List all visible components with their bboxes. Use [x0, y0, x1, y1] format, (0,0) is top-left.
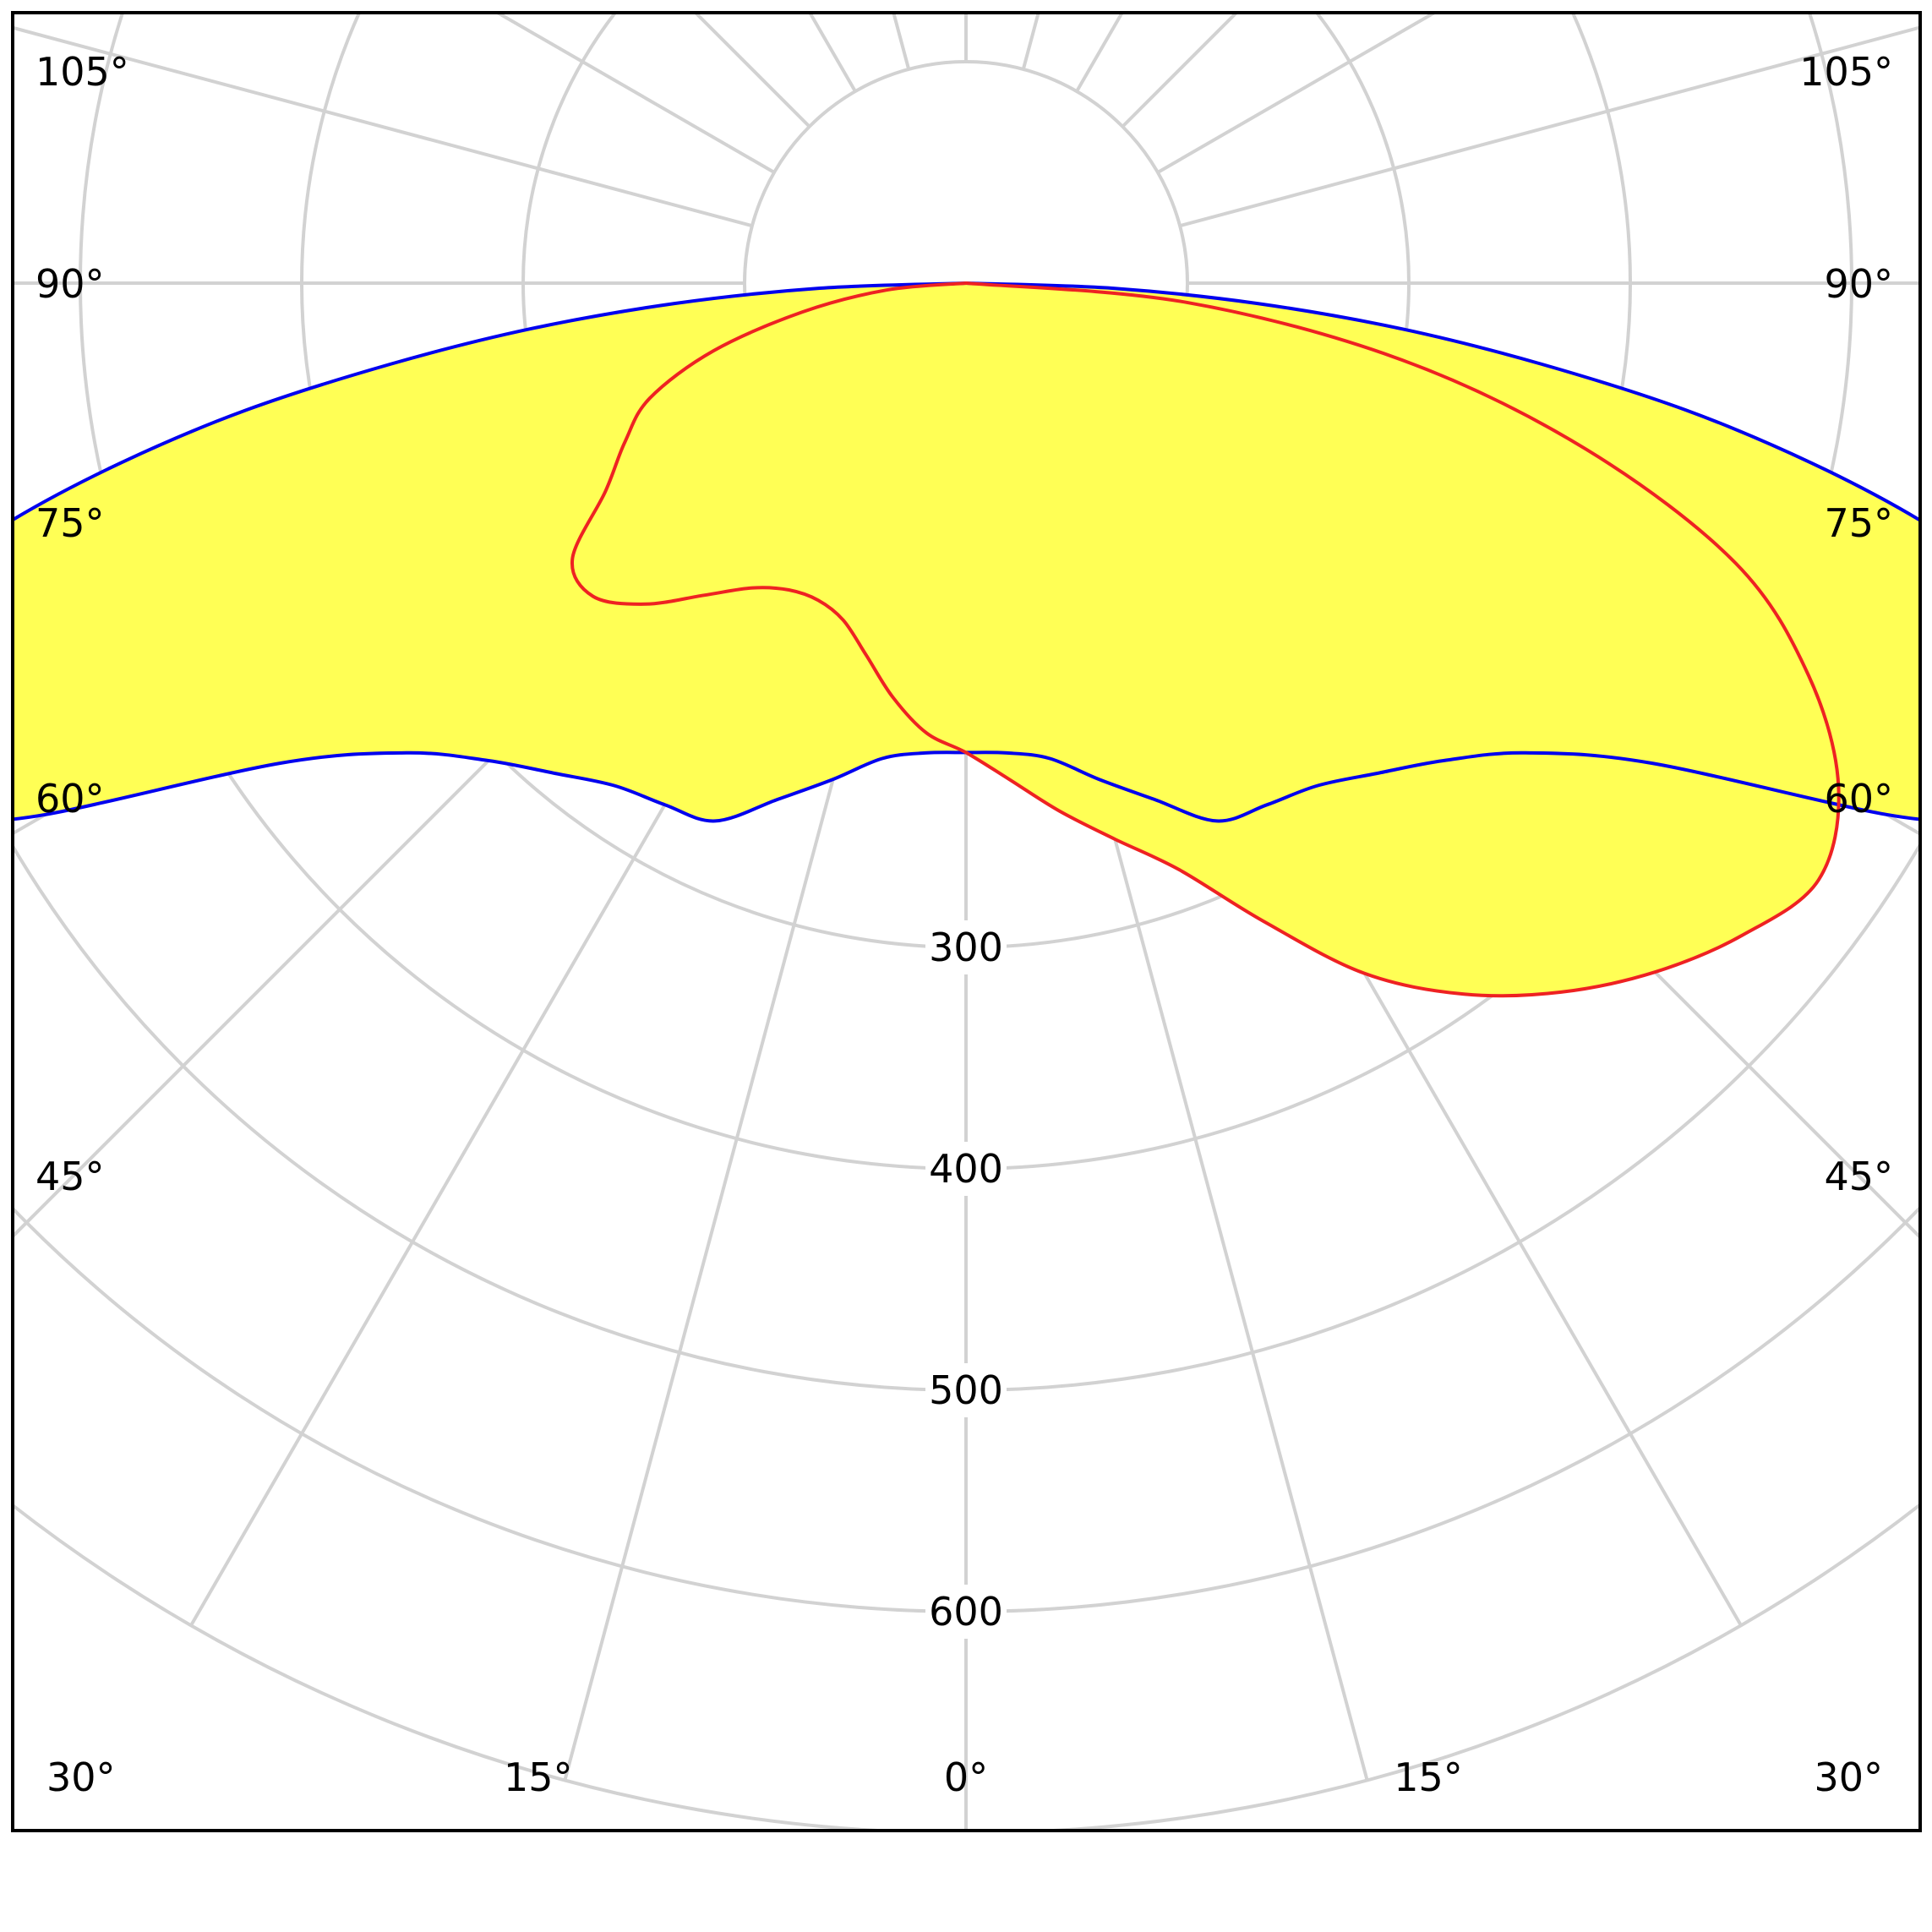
angle-label-left: 75°: [35, 500, 105, 546]
series-1-fill: [571, 283, 1839, 996]
curve-layer: [13, 281, 1920, 998]
radial-label-bg: [925, 920, 1007, 974]
plot-frame: [11, 11, 1922, 1832]
angle-label-right: 60°: [1824, 776, 1893, 821]
spoke-165deg: [1021, 13, 1040, 70]
radial-label-bg: [925, 1142, 1007, 1196]
spoke--165deg: [892, 13, 911, 70]
angle-label-left: 90°: [35, 261, 105, 307]
radial-label-bg: [925, 1363, 1007, 1417]
angle-label-left: 60°: [35, 776, 105, 821]
angle-label-center: 0°: [944, 1755, 988, 1800]
spoke--105deg: [13, 25, 753, 228]
angle-label-right: 90°: [1824, 261, 1893, 307]
radial-label-bg: [925, 1585, 1007, 1639]
radial-tick-label: 500: [929, 1367, 1003, 1413]
angle-label-right: 15°: [1394, 1755, 1463, 1800]
angle-label-right: 75°: [1824, 500, 1893, 546]
tick-labels: 300 400 500 600 105° 90° 75° 60° 45° 30° 15° 0° 15° 3…: [35, 49, 1893, 1800]
series-1-curve: [570, 281, 1841, 998]
spoke-105deg: [1179, 25, 1920, 228]
angle-label-right: 105°: [1799, 49, 1893, 95]
angle-label-right: 30°: [1814, 1755, 1883, 1800]
angle-label-left: 105°: [35, 49, 129, 95]
radial-tick-label: 300: [929, 925, 1003, 970]
angle-label-left: 15°: [504, 1755, 573, 1800]
plot-area: 300 400 500 600 105° 90° 75° 60° 45° 30° 15° 0° 15° 3…: [13, 13, 1920, 1831]
radial-tick-label: 600: [929, 1589, 1003, 1635]
angle-label-right: 45°: [1824, 1154, 1893, 1199]
angle-label-left: 45°: [35, 1154, 105, 1199]
radial-tick-label: 400: [929, 1146, 1003, 1192]
fill-layer: [13, 283, 1920, 996]
angle-label-left: 30°: [46, 1755, 116, 1800]
